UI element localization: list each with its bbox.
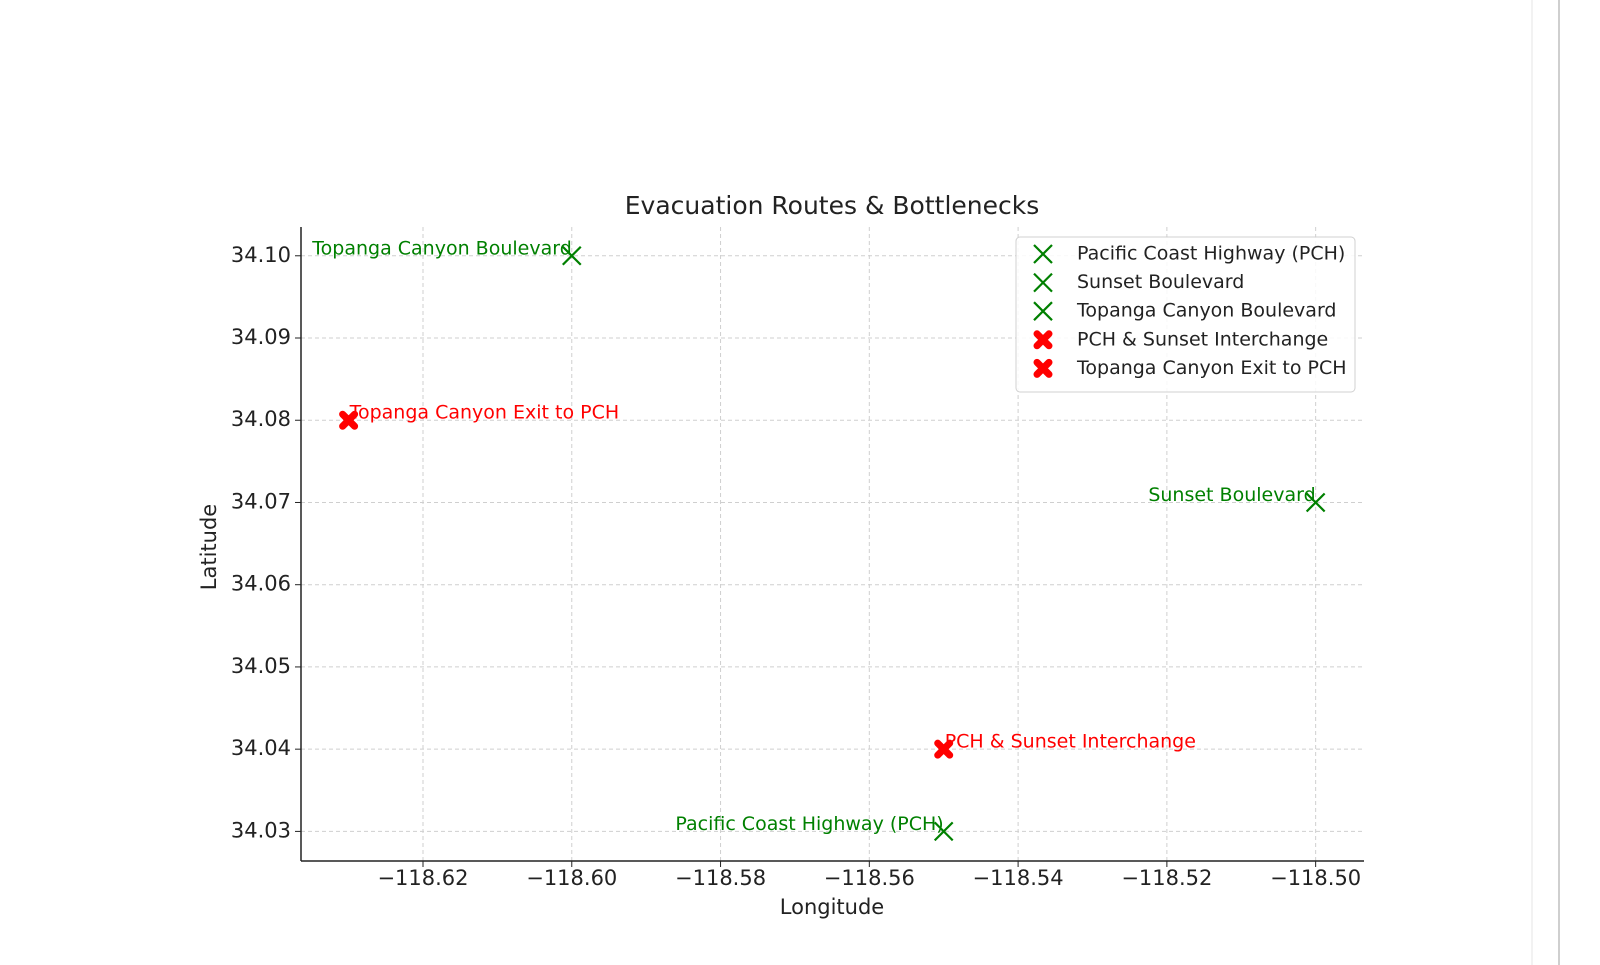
x-tick-label: −118.50 <box>1270 866 1361 890</box>
legend-marker <box>1033 244 1053 264</box>
point <box>934 739 954 759</box>
point-label: Topanga Canyon Exit to PCH <box>349 402 620 424</box>
y-axis-label: Latitude <box>197 504 221 590</box>
y-tick-label: 34.03 <box>231 818 291 842</box>
point <box>339 410 359 430</box>
legend-label: Pacific Coast Highway (PCH) <box>1077 243 1345 265</box>
x-axis-label: Longitude <box>780 895 884 919</box>
y-tick-label: 34.08 <box>231 407 291 431</box>
point-label: Topanga Canyon Boulevard <box>311 237 572 259</box>
y-tick-label: 34.04 <box>231 736 291 760</box>
x-tick-label: −118.54 <box>973 866 1064 890</box>
x-tick-label: −118.56 <box>824 866 915 890</box>
y-tick-label: 34.10 <box>231 243 291 267</box>
point-label: Pacific Coast Highway (PCH) <box>675 813 943 835</box>
legend-marker <box>1033 272 1053 293</box>
legend-marker <box>1033 330 1053 350</box>
y-tick-label: 34.07 <box>231 489 291 513</box>
legend-marker <box>1033 358 1053 378</box>
y-tick-label: 34.06 <box>231 572 291 596</box>
legend-box <box>1015 236 1356 393</box>
point <box>561 246 582 266</box>
point-label: PCH & Sunset Interchange <box>945 731 1196 753</box>
legend-label: PCH & Sunset Interchange <box>1077 328 1328 350</box>
legend-label: Topanga Canyon Boulevard <box>1076 300 1337 322</box>
chart-title: Evacuation Routes & Bottlenecks <box>625 191 1040 220</box>
point <box>933 821 954 842</box>
x-tick-label: −118.62 <box>377 866 468 890</box>
point-label: Sunset Boulevard <box>1148 484 1315 506</box>
y-tick-label: 34.09 <box>231 325 291 349</box>
x-tick-label: −118.52 <box>1121 866 1212 890</box>
x-tick-label: −118.58 <box>675 866 766 890</box>
legend-marker <box>1033 301 1053 321</box>
x-tick-label: −118.60 <box>526 866 617 890</box>
point <box>1305 492 1326 513</box>
legend-label: Sunset Boulevard <box>1077 271 1244 293</box>
legend-label: Topanga Canyon Exit to PCH <box>1076 357 1347 379</box>
y-tick-label: 34.05 <box>231 654 291 678</box>
